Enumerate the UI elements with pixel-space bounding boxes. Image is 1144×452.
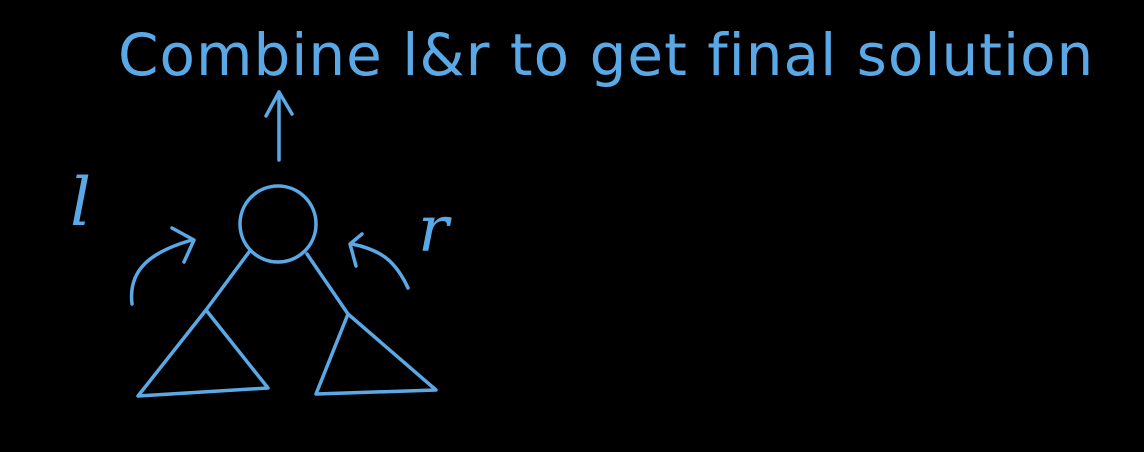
left-edge <box>204 250 251 312</box>
right-edge <box>305 252 350 316</box>
left-subtree <box>136 308 270 398</box>
right-result-label: r <box>418 193 449 267</box>
up-arrow-icon <box>264 90 294 162</box>
right-subtree <box>314 312 438 396</box>
caption-text: Combine l&r to get final solution <box>118 21 1095 89</box>
right-curved-arrow-icon <box>348 232 410 290</box>
left-result-label: l <box>70 164 92 241</box>
left-curved-arrow-icon <box>129 226 196 306</box>
root-node <box>238 184 318 264</box>
